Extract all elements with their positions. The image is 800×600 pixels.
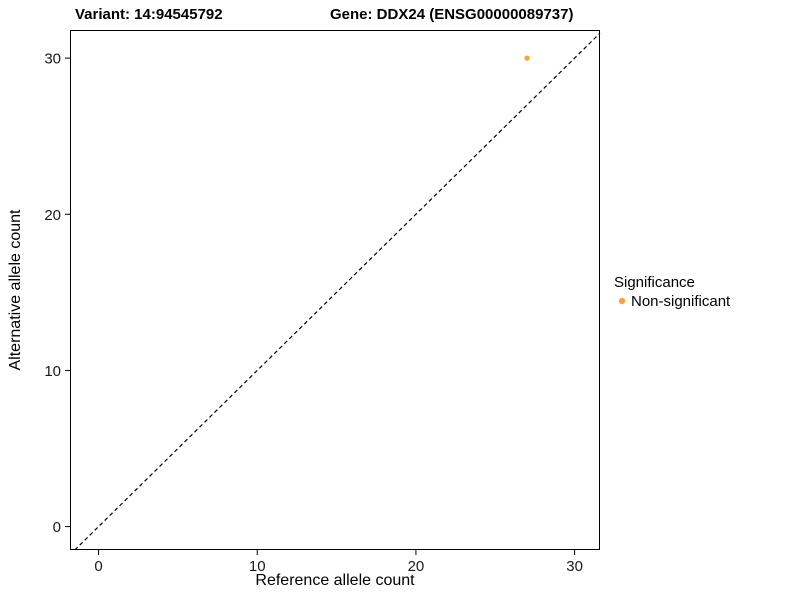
- legend-point-icon: [618, 297, 626, 305]
- axis-ticks: 0 10 20 30 0 10 20 30: [44, 51, 583, 575]
- x-tick-label: 20: [408, 558, 425, 575]
- y-tick-label: 0: [53, 519, 61, 536]
- y-tick-label: 10: [44, 363, 61, 380]
- legend-title: Significance: [614, 274, 695, 291]
- legend: Significance Non-significant: [614, 274, 731, 310]
- x-tick-label: 30: [566, 558, 583, 575]
- y-tick-label: 30: [44, 51, 61, 68]
- plot-title-variant: Variant: 14:94545792: [75, 6, 223, 23]
- legend-entry-label: Non-significant: [631, 293, 731, 310]
- x-tick-label: 10: [249, 558, 266, 575]
- plot-panel: [70, 30, 600, 550]
- plot-marks: [74, 32, 601, 551]
- identity-reference-line: [74, 32, 601, 551]
- plot-title-gene: Gene: DDX24 (ENSG00000089737): [330, 6, 573, 23]
- x-axis-title: Reference allele count: [255, 572, 415, 589]
- data-point: [524, 55, 530, 61]
- y-tick-label: 20: [44, 207, 61, 224]
- x-tick-label: 0: [94, 558, 102, 575]
- y-axis-title: Alternative allele count: [7, 209, 24, 371]
